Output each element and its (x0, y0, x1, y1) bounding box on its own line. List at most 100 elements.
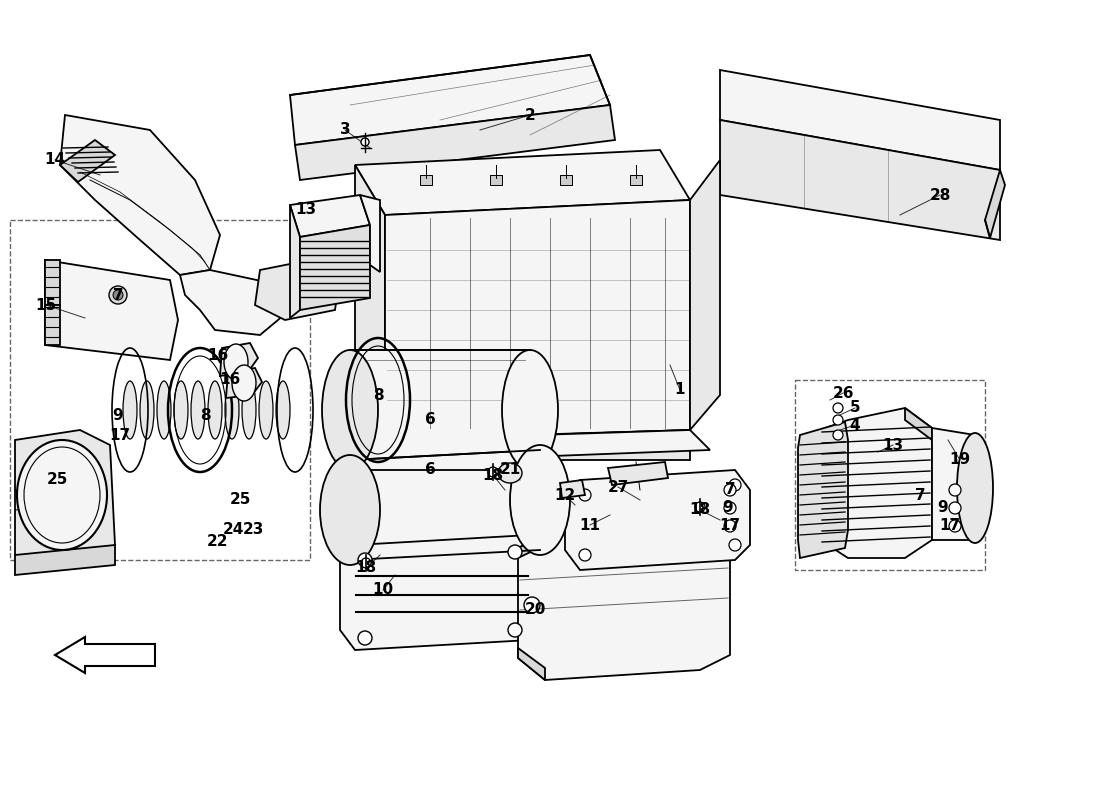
Polygon shape (290, 195, 370, 237)
Text: 17: 17 (719, 518, 740, 533)
Ellipse shape (157, 381, 170, 439)
Polygon shape (350, 450, 540, 560)
Polygon shape (180, 270, 290, 335)
Text: 2: 2 (525, 107, 536, 122)
Ellipse shape (508, 623, 522, 637)
Text: 17: 17 (109, 427, 131, 442)
Text: 5: 5 (849, 401, 860, 415)
Text: 21: 21 (499, 462, 520, 478)
Ellipse shape (226, 381, 239, 439)
Text: 8: 8 (200, 407, 210, 422)
Text: 16: 16 (208, 347, 229, 362)
Polygon shape (820, 408, 932, 558)
Polygon shape (355, 165, 385, 440)
Text: 18: 18 (355, 561, 376, 575)
Polygon shape (290, 205, 300, 318)
Polygon shape (290, 55, 610, 145)
Ellipse shape (508, 545, 522, 559)
Ellipse shape (949, 484, 961, 496)
Ellipse shape (358, 631, 372, 645)
Ellipse shape (724, 484, 736, 496)
Polygon shape (15, 545, 116, 575)
Polygon shape (45, 260, 178, 360)
Ellipse shape (488, 467, 498, 477)
Text: 3: 3 (340, 122, 350, 138)
Text: 11: 11 (580, 518, 601, 533)
Ellipse shape (140, 381, 154, 439)
Text: 27: 27 (607, 479, 629, 494)
Text: 12: 12 (554, 487, 575, 502)
Text: 7: 7 (725, 482, 735, 498)
Ellipse shape (16, 440, 107, 550)
Ellipse shape (729, 539, 741, 551)
Polygon shape (226, 368, 262, 398)
Polygon shape (518, 535, 544, 558)
Polygon shape (932, 428, 975, 540)
Polygon shape (385, 200, 690, 440)
Ellipse shape (957, 433, 993, 543)
Ellipse shape (361, 558, 371, 568)
Polygon shape (720, 70, 1000, 170)
Ellipse shape (109, 286, 126, 304)
Ellipse shape (174, 381, 188, 439)
Text: 4: 4 (849, 418, 860, 433)
Text: 26: 26 (833, 386, 854, 401)
Text: 7: 7 (112, 287, 123, 302)
Ellipse shape (361, 138, 368, 146)
Text: 28: 28 (930, 187, 950, 202)
Polygon shape (350, 350, 530, 470)
Ellipse shape (949, 520, 961, 532)
Text: 19: 19 (949, 453, 970, 467)
Polygon shape (360, 195, 379, 272)
Polygon shape (560, 480, 585, 498)
Polygon shape (984, 170, 1005, 238)
Text: 16: 16 (219, 373, 241, 387)
Polygon shape (690, 160, 721, 430)
Ellipse shape (191, 381, 205, 439)
Text: 14: 14 (44, 153, 66, 167)
Polygon shape (565, 470, 750, 570)
Ellipse shape (833, 415, 843, 425)
Polygon shape (355, 430, 690, 460)
Polygon shape (385, 430, 710, 462)
Ellipse shape (724, 502, 736, 514)
Polygon shape (490, 175, 502, 185)
Polygon shape (255, 260, 340, 320)
Polygon shape (608, 462, 668, 485)
Text: 20: 20 (525, 602, 546, 618)
Polygon shape (340, 535, 544, 650)
Ellipse shape (258, 381, 273, 439)
Ellipse shape (320, 455, 379, 565)
Text: 22: 22 (207, 534, 229, 550)
Ellipse shape (322, 350, 378, 470)
Text: 1: 1 (674, 382, 685, 398)
Ellipse shape (232, 365, 256, 401)
Polygon shape (720, 120, 1000, 240)
Polygon shape (295, 105, 615, 180)
Text: 15: 15 (35, 298, 56, 313)
Ellipse shape (949, 502, 961, 514)
Text: 9: 9 (112, 407, 123, 422)
Ellipse shape (579, 489, 591, 501)
Text: 13: 13 (296, 202, 317, 218)
Text: 10: 10 (373, 582, 394, 598)
Polygon shape (355, 150, 690, 215)
Ellipse shape (502, 350, 558, 470)
Polygon shape (420, 175, 432, 185)
Ellipse shape (224, 344, 248, 380)
Ellipse shape (358, 553, 372, 567)
Ellipse shape (729, 479, 741, 491)
Text: 13: 13 (882, 438, 903, 453)
Bar (795, 380, 984, 570)
Ellipse shape (695, 502, 705, 512)
FancyArrow shape (55, 637, 155, 673)
Text: 25: 25 (46, 473, 68, 487)
Ellipse shape (524, 597, 540, 613)
Polygon shape (518, 648, 544, 680)
Text: 18: 18 (690, 502, 711, 518)
Ellipse shape (510, 445, 570, 555)
Text: 18: 18 (483, 467, 504, 482)
Ellipse shape (498, 463, 522, 483)
Polygon shape (560, 175, 572, 185)
Polygon shape (15, 430, 116, 560)
